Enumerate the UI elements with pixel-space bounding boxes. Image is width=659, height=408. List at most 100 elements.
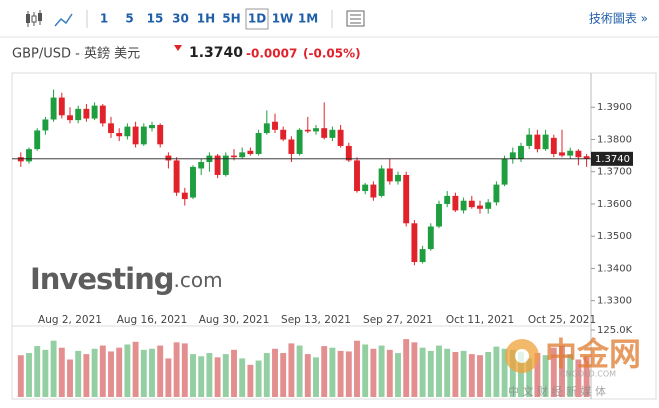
down-arrow [174, 45, 182, 51]
volume-bar [124, 344, 131, 397]
volume-bar [173, 342, 180, 397]
volume-bar [34, 346, 41, 397]
volume-bar [485, 351, 492, 397]
volume-bar [272, 348, 278, 397]
interval-button[interactable]: 1W [272, 12, 294, 26]
volume-bar [206, 353, 213, 397]
volume-bar [370, 348, 377, 397]
candle-body [116, 133, 123, 137]
volume-bar [337, 350, 344, 397]
toolbar: 技術圖表 » [0, 10, 659, 38]
volume-bar [460, 350, 467, 397]
candle-body [149, 124, 155, 129]
volume-bar [518, 351, 524, 397]
candle-body [239, 152, 246, 158]
volume-bar [296, 345, 303, 397]
volume-bar [411, 342, 418, 397]
candle-body [280, 129, 287, 140]
overlay-name: 中金网 [545, 335, 641, 373]
y-tick-label: 1.3900 [597, 102, 632, 113]
y-tick-label: 1.3400 [597, 263, 632, 274]
volume-bar [149, 348, 155, 397]
candle-icon[interactable] [26, 10, 42, 27]
volume-bar [550, 347, 557, 397]
volume-bar [386, 349, 393, 397]
volume-bar [321, 346, 328, 397]
active-button-box [245, 8, 269, 30]
volume-bar [75, 350, 82, 397]
table-icon[interactable] [346, 10, 365, 27]
volume-bar [468, 354, 475, 397]
candle-body [132, 126, 139, 145]
interval-button[interactable]: 1 [100, 12, 108, 26]
overlay-logo-inner [515, 349, 529, 363]
volume-bar [255, 360, 262, 397]
candle-body [108, 123, 114, 134]
candle-body [83, 108, 90, 119]
candle-body [288, 139, 295, 154]
interval-button[interactable]: 1D [248, 12, 266, 26]
brand-watermark: Investing.com [30, 262, 223, 296]
volume-bar [91, 348, 98, 397]
candle-body [460, 200, 467, 211]
symbol: GBP/USD - 英鎊 美元 [12, 46, 140, 62]
candle-body [99, 105, 106, 124]
chart-frame [11, 72, 657, 400]
candle-body [575, 150, 582, 158]
chart-link[interactable]: 技術圖表 » [589, 12, 648, 26]
candle-body [91, 105, 98, 119]
volume-bar [17, 355, 24, 397]
volume-bar [288, 343, 295, 397]
candle-body [255, 133, 262, 154]
volume-bar [378, 345, 385, 397]
volume-bar [50, 340, 57, 397]
interval-button[interactable]: 1H [197, 12, 215, 26]
candle-body [583, 156, 590, 159]
interval-button[interactable]: 30 [172, 12, 189, 26]
volume-bar [534, 353, 541, 397]
candle-body [427, 226, 434, 250]
candle-body [567, 150, 574, 156]
candle-body [509, 152, 516, 159]
volume-bar [477, 355, 483, 397]
volume-bar [198, 356, 205, 397]
candle-body [403, 174, 410, 224]
x-tick-label: Sep 13, 2021 [281, 314, 351, 326]
y-tick-label: 1.3800 [597, 134, 632, 145]
candle-body [140, 126, 147, 145]
change: -0.0007 [246, 47, 297, 61]
interval-button[interactable]: 5 [125, 12, 133, 26]
interval-button[interactable]: 5H [222, 12, 240, 26]
interval-button[interactable]: 15 [147, 12, 164, 26]
volume-bar [239, 358, 246, 397]
candle-body [190, 166, 196, 198]
candle-body [231, 155, 237, 158]
x-tick-label: Aug 16, 2021 [117, 314, 188, 326]
volume-bar [263, 353, 270, 397]
brand: Investing [30, 262, 173, 296]
candle-body [58, 97, 65, 116]
x-tick-label: Aug 2, 2021 [38, 314, 102, 326]
volume-bar [181, 343, 188, 397]
candle-body [272, 121, 278, 130]
candle-body [493, 184, 500, 203]
candle-body [559, 152, 565, 156]
volume-bar [231, 349, 237, 397]
candle-body [321, 128, 328, 138]
interval-button[interactable]: 1M [298, 12, 318, 26]
candle-body [345, 145, 352, 161]
volume-bar [26, 353, 32, 397]
brand-domain: .com [173, 268, 222, 292]
volume-bar [362, 344, 369, 397]
candle-body [42, 119, 49, 131]
line-icon[interactable] [54, 13, 73, 27]
volume-bar [157, 345, 164, 397]
candle-body [444, 195, 451, 204]
volume-bar [83, 354, 90, 397]
volume-bar [140, 349, 147, 397]
price: 1.3740 [189, 45, 243, 61]
candle-body [395, 174, 401, 182]
candle-body [17, 157, 24, 162]
overlay-watermark: 中金网 CNGOLD.COM 中 文 财 经 新 媒 体 [505, 335, 641, 398]
